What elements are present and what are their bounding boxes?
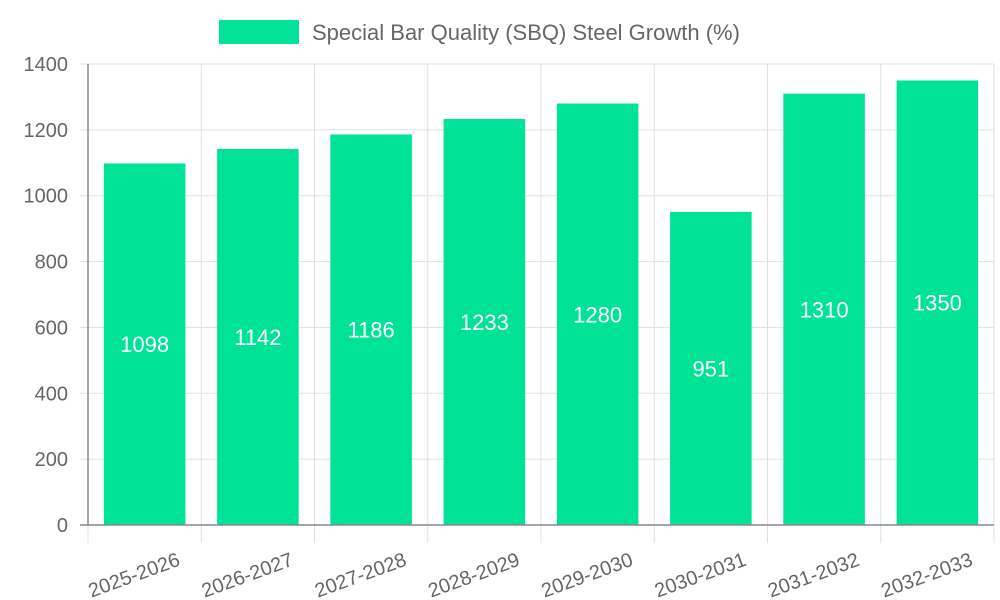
x-tick-label: 2030-2031 bbox=[652, 549, 749, 600]
bar[interactable] bbox=[783, 93, 865, 525]
data-label: 1350 bbox=[913, 291, 962, 316]
bar[interactable] bbox=[217, 148, 299, 525]
axes bbox=[80, 64, 994, 526]
bar[interactable] bbox=[896, 80, 979, 525]
y-tick-label: 200 bbox=[35, 449, 68, 471]
data-label: 1233 bbox=[460, 310, 509, 335]
legend-swatch[interactable] bbox=[219, 20, 299, 44]
bar[interactable] bbox=[103, 163, 186, 526]
bar[interactable] bbox=[443, 118, 526, 525]
x-tick-label: 2028-2029 bbox=[425, 549, 522, 600]
y-tick-label: 600 bbox=[35, 317, 68, 339]
y-tick-label: 0 bbox=[57, 515, 68, 537]
legend[interactable]: Special Bar Quality (SBQ) Steel Growth (… bbox=[219, 20, 740, 45]
x-tick-label: 2032-2033 bbox=[878, 549, 975, 600]
data-label: 1280 bbox=[573, 302, 622, 327]
y-tick-label: 1200 bbox=[24, 120, 69, 142]
bar[interactable] bbox=[670, 211, 752, 525]
y-tick-label: 800 bbox=[35, 252, 68, 274]
data-label: 1098 bbox=[120, 332, 169, 357]
y-tick-label: 400 bbox=[35, 383, 68, 405]
y-tick-label: 1000 bbox=[24, 186, 69, 208]
x-tick-label: 2027-2028 bbox=[312, 549, 409, 600]
y-tick-label: 1400 bbox=[24, 54, 69, 76]
x-tick-label: 2025-2026 bbox=[86, 549, 183, 600]
bar[interactable] bbox=[556, 103, 639, 525]
data-label: 1310 bbox=[800, 297, 849, 322]
x-tick-label: 2031-2032 bbox=[765, 549, 862, 600]
legend-label[interactable]: Special Bar Quality (SBQ) Steel Growth (… bbox=[312, 20, 740, 45]
x-tick-label: 2029-2030 bbox=[539, 549, 636, 600]
data-label: 1142 bbox=[234, 325, 281, 350]
data-label: 1186 bbox=[347, 318, 394, 343]
bars bbox=[103, 80, 979, 526]
bar[interactable] bbox=[330, 134, 412, 525]
data-label: 951 bbox=[693, 356, 730, 381]
x-tick-label: 2026-2027 bbox=[199, 549, 296, 600]
